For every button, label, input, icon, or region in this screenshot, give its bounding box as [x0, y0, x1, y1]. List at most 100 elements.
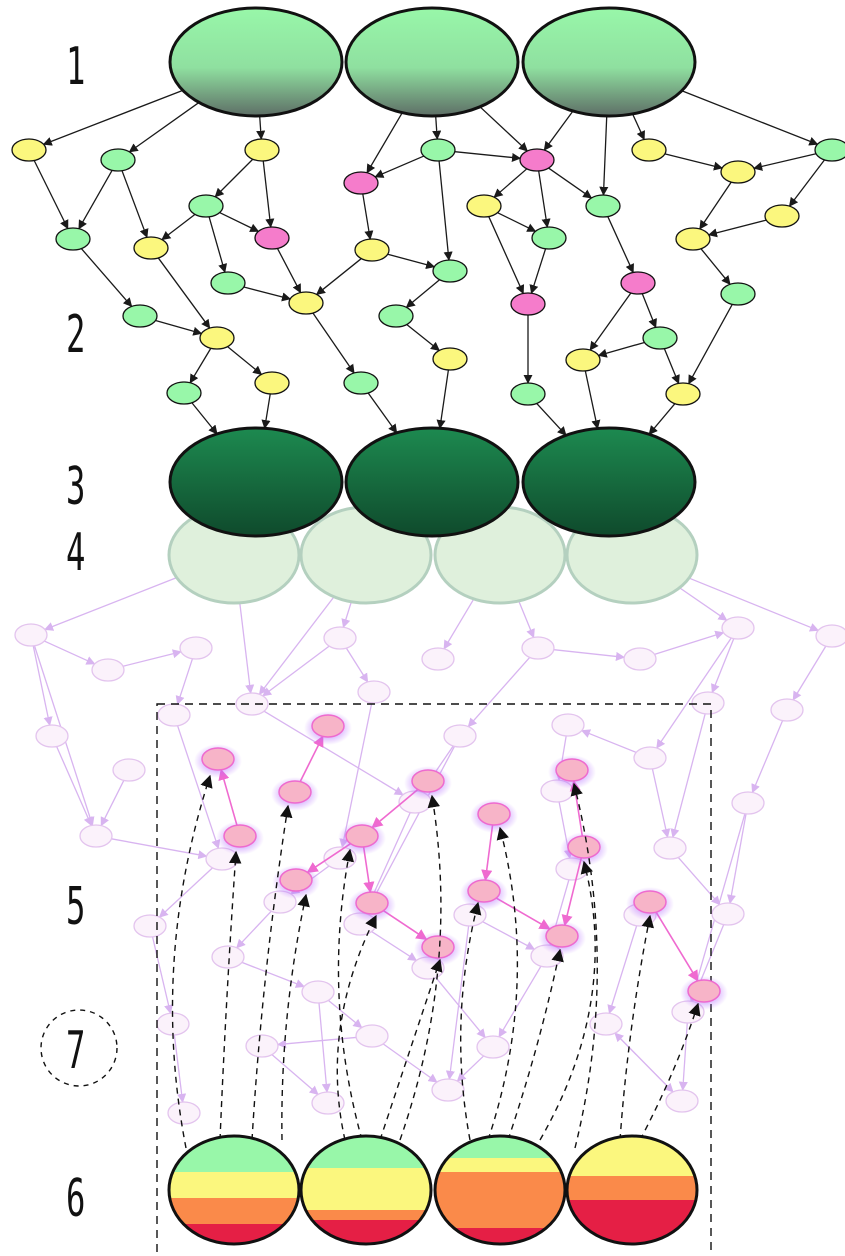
- faint-node: [157, 703, 191, 727]
- faint-edge: [443, 598, 475, 650]
- dashed-arrow: [281, 893, 310, 1141]
- faint-edge: [498, 965, 542, 1038]
- source-ellipse: [344, 6, 520, 118]
- faint-edge: [111, 838, 208, 860]
- graph-edge: [276, 248, 302, 294]
- faint-node: [521, 636, 555, 660]
- faint-node: [623, 647, 657, 671]
- graph-edge: [191, 402, 218, 435]
- graph-node: [510, 382, 546, 406]
- faint-graph-nodes: [14, 616, 845, 1125]
- graph-edge: [538, 170, 551, 228]
- color-band: [169, 1198, 299, 1224]
- graph-edge: [599, 115, 609, 196]
- color-band: [567, 1152, 697, 1176]
- faint-edge: [318, 1002, 331, 1093]
- dashed-arrow: [619, 914, 654, 1141]
- faint-edge: [258, 596, 335, 695]
- dashed-arrow: [336, 914, 377, 1141]
- highlighted-node: [467, 879, 501, 903]
- stage-3-ellipses: [168, 426, 697, 538]
- faint-edge: [726, 813, 747, 904]
- source-ellipse: [168, 6, 344, 118]
- faint-edge: [654, 630, 725, 656]
- faint-edge: [456, 1055, 485, 1082]
- graph-node: [720, 282, 756, 306]
- faint-edge: [263, 710, 404, 796]
- stage-6-circles: [167, 1134, 699, 1246]
- striped-circle-outline: [433, 1134, 567, 1246]
- faint-edge: [656, 637, 732, 749]
- graph-node: [343, 371, 379, 395]
- faint-edge: [614, 1032, 674, 1093]
- graph-node: [585, 194, 621, 218]
- dashed-arrow: [399, 794, 442, 1141]
- color-band: [435, 1136, 565, 1158]
- highlighted-edge: [561, 857, 583, 927]
- dashed-arrow: [337, 848, 363, 1141]
- faint-edge: [158, 867, 213, 918]
- graph-node: [565, 348, 601, 372]
- graph-edge: [161, 213, 196, 241]
- merged-ellipse: [521, 426, 697, 538]
- faint-node: [476, 1035, 510, 1059]
- faint-node: [721, 616, 755, 640]
- highlighted-node: [555, 758, 589, 782]
- highlighted-edge: [495, 897, 551, 930]
- faint-edge: [467, 656, 531, 728]
- step-labels: 1 2 3 4 5 7 6: [40, 37, 118, 1229]
- color-band: [169, 1136, 299, 1172]
- faint-edge: [341, 601, 352, 629]
- upper-graph-edges: [33, 89, 826, 436]
- striped-circle-outline: [167, 1134, 301, 1246]
- graph-edge: [497, 212, 537, 232]
- graph-edge: [189, 347, 212, 384]
- striped-circle-outline: [299, 1134, 433, 1246]
- highlighted-node: [311, 714, 345, 738]
- faint-edge: [32, 645, 53, 727]
- graph-edge: [157, 257, 211, 329]
- graph-edge: [405, 279, 440, 308]
- faint-edge: [122, 649, 182, 667]
- graph-edge: [699, 181, 732, 230]
- graph-edge: [454, 151, 522, 163]
- graph-edge: [387, 253, 436, 270]
- faint-node: [443, 724, 477, 748]
- highlighted-node: [223, 824, 257, 848]
- graph-node: [665, 382, 701, 406]
- graph-node: [764, 204, 800, 228]
- step-label-2: 2: [66, 305, 85, 365]
- faint-node: [14, 623, 48, 647]
- faint-node: [633, 746, 667, 770]
- faint-node: [770, 698, 804, 722]
- highlighted-node: [278, 780, 312, 804]
- faint-node: [815, 624, 845, 648]
- step-label-7: 7: [66, 1021, 85, 1081]
- faint-edge: [44, 640, 96, 665]
- faint-node: [167, 1101, 201, 1125]
- highlighted-edge: [371, 788, 419, 829]
- graph-edge: [243, 286, 292, 302]
- graph-edge: [227, 346, 263, 375]
- graph-edge: [632, 113, 645, 141]
- dashed-arrow: [639, 1002, 701, 1141]
- step-7-dashed-circle: [40, 1009, 118, 1087]
- graph-edge: [664, 153, 724, 171]
- faint-edge: [688, 577, 820, 632]
- faint-edge: [236, 910, 272, 949]
- step-label-1: 1: [66, 37, 85, 97]
- dashed-arrow: [379, 958, 443, 1141]
- faint-edge: [651, 768, 671, 839]
- highlighted-node: [567, 835, 601, 859]
- faint-edge: [679, 587, 728, 621]
- faint-edge: [276, 1036, 357, 1049]
- graph-edge: [493, 168, 528, 198]
- graph-edge: [80, 248, 133, 308]
- graph-node: [122, 304, 158, 328]
- faint-node: [179, 636, 213, 660]
- graph-edge: [432, 115, 442, 140]
- graph-edge: [548, 167, 593, 199]
- color-band: [169, 1172, 299, 1198]
- faint-edge: [445, 925, 470, 1080]
- highlighted-edge: [481, 824, 494, 882]
